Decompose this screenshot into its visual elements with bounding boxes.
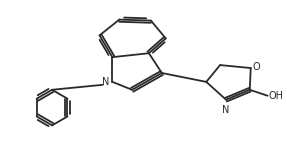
Text: OH: OH [269,91,284,101]
Text: N: N [222,105,230,115]
Text: N: N [102,77,109,87]
Text: O: O [253,62,260,72]
